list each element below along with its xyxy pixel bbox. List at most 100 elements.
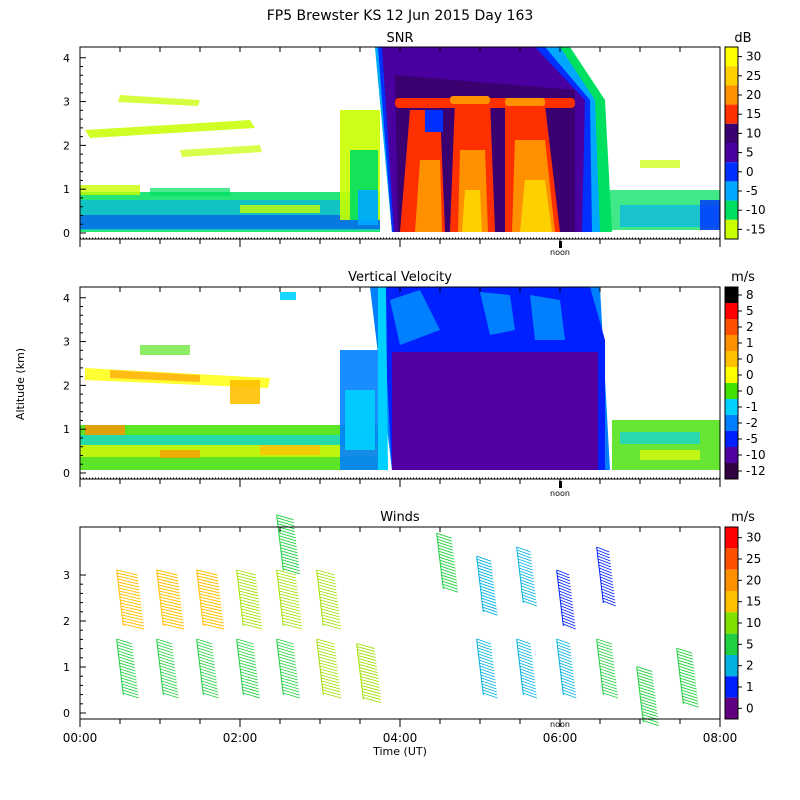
wind-barb <box>277 581 298 588</box>
wind-barb-staff <box>476 556 484 613</box>
winds-colorbar-swatch <box>725 612 738 634</box>
wind-barb <box>362 691 381 698</box>
wind-barb <box>239 590 259 597</box>
vv-colorbar-swatch <box>725 415 738 431</box>
wind-barb <box>481 594 496 601</box>
wind-barb <box>117 575 139 582</box>
winds-colorbar-swatch <box>725 697 738 719</box>
wind-barb <box>678 665 695 672</box>
wind-barb <box>520 668 535 675</box>
wind-barb <box>198 587 220 594</box>
wind-barb-staff <box>196 638 204 696</box>
wind-barb <box>598 653 614 660</box>
wind-barb <box>277 644 295 651</box>
wind-barb <box>160 605 183 612</box>
wind-barb <box>360 679 380 686</box>
wind-barb <box>199 596 221 603</box>
wind-barb <box>596 641 613 648</box>
vv-colorbar-label: -10 <box>746 448 766 462</box>
wind-barb <box>236 638 254 645</box>
wind-barb <box>557 575 571 582</box>
wind-barb <box>641 708 658 715</box>
wind-barb <box>196 641 213 648</box>
wind-barb <box>519 665 534 672</box>
wind-barb <box>161 677 178 684</box>
winds-noon-label: noon <box>550 720 570 729</box>
wind-barb <box>316 638 335 645</box>
wind-barb <box>160 599 182 606</box>
vv-ytick-label: 2 <box>63 379 70 392</box>
wind-barb <box>237 647 255 654</box>
wind-barb <box>156 638 173 645</box>
wind-barb <box>559 596 573 603</box>
snr-colorbar-unit: dB <box>734 31 751 46</box>
wind-barb <box>601 680 617 687</box>
wind-barb <box>482 606 498 613</box>
wind-barb <box>358 658 377 665</box>
vv-colorbar-label: 0 <box>746 384 754 398</box>
wind-barb <box>682 701 699 708</box>
wind-barb <box>321 680 340 687</box>
wind-barb <box>518 564 533 571</box>
wind-barb <box>596 546 610 553</box>
wind-barb <box>517 644 532 651</box>
wind-barb <box>477 561 492 568</box>
wind-barb <box>159 590 181 597</box>
wind-barb <box>277 647 295 654</box>
wind-barb <box>597 647 613 654</box>
wind-barb <box>197 647 214 654</box>
wind-barb <box>561 608 575 615</box>
snr-colorbar-label: 25 <box>746 69 761 83</box>
wind-barb <box>322 689 341 696</box>
vv-colorbar-swatch <box>725 383 738 399</box>
wind-barb <box>437 538 453 545</box>
vv-rain-fall <box>370 287 610 470</box>
wind-barb <box>560 605 574 612</box>
wind-barb <box>157 575 179 582</box>
wind-barb <box>282 686 300 693</box>
wind-barb <box>599 570 613 577</box>
wind-barb <box>121 611 143 618</box>
wind-barb <box>319 593 338 600</box>
wind-barb <box>281 680 299 687</box>
wind-barb <box>279 538 297 545</box>
wind-barb <box>118 587 140 594</box>
wind-barb <box>362 694 381 701</box>
wind-barb <box>561 680 576 687</box>
wind-barb <box>481 597 497 604</box>
wind-barb-staff <box>316 638 324 696</box>
wind-barb <box>243 623 263 630</box>
wind-barb <box>520 674 535 681</box>
wind-barb <box>157 650 174 657</box>
wind-barb <box>637 672 654 679</box>
snr-colorbar-label: 10 <box>746 126 761 140</box>
winds-colorbar-swatch <box>725 655 738 677</box>
wind-barb <box>480 674 496 681</box>
wind-barb <box>158 656 175 663</box>
wind-barb <box>357 652 376 659</box>
wind-barb <box>322 620 341 627</box>
wind-barb <box>440 562 456 569</box>
wind-barb <box>280 668 298 675</box>
wind-barb <box>677 656 694 663</box>
wind-barb <box>279 593 299 600</box>
wind-barb <box>676 647 693 654</box>
wind-barb <box>156 569 178 576</box>
wind-barb <box>281 683 299 690</box>
wind-barb <box>639 693 656 700</box>
wind-barb <box>282 568 301 575</box>
wind-barb <box>602 594 616 601</box>
winds-colorbar-swatch <box>725 591 738 613</box>
wind-barb <box>157 581 180 588</box>
vv-x-ticks <box>79 287 721 487</box>
wind-barb <box>161 608 183 615</box>
vv-colorbar-frame <box>724 286 739 480</box>
wind-barb <box>521 591 536 598</box>
winds-colorbar-label: 20 <box>746 573 761 587</box>
wind-barb <box>236 641 254 648</box>
wind-barb <box>679 674 696 681</box>
snr-colorbar-swatch <box>725 200 738 220</box>
vv-colorbar-label: 5 <box>746 304 754 318</box>
wind-barb <box>283 623 303 630</box>
wind-barb <box>560 599 574 606</box>
